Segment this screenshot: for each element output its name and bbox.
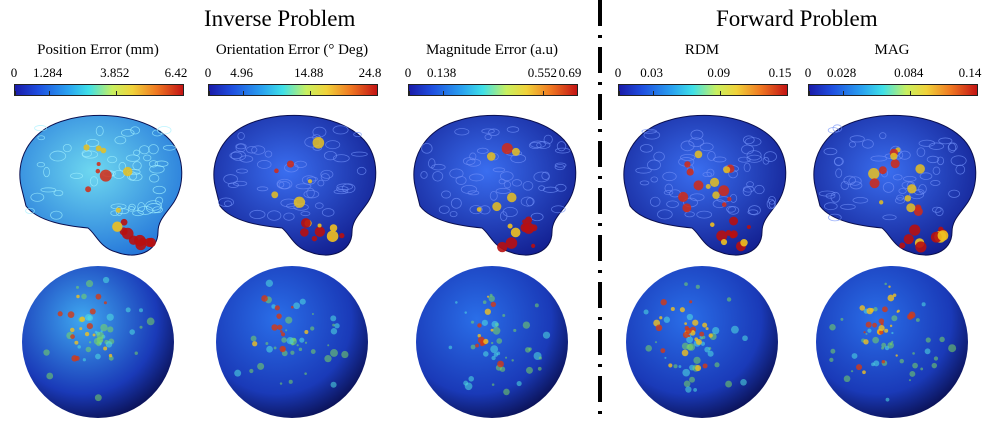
sphere-error-map (816, 266, 968, 418)
colorbar-tick-label: 6.42 (164, 65, 188, 80)
colorbar-tick-label: 0.552 (527, 65, 558, 80)
brain-surface (19, 114, 183, 256)
colorbar-tick-label: 0.69 (558, 65, 582, 80)
colorbar-tick-mark (442, 91, 444, 95)
colorbar-tick-mark (652, 91, 654, 95)
forward-problem-title: Forward Problem (716, 6, 878, 31)
colorbar-tick-label: 24.8 (358, 65, 382, 80)
colorbar-tick-label: 3.852 (100, 65, 130, 80)
panel-title: Orientation Error (° Deg) (215, 42, 369, 58)
panel-title: Position Error (mm) (37, 42, 159, 58)
colorbar-tick-label: 0 (404, 65, 412, 80)
colorbar-tick-mark (543, 91, 545, 95)
colorbar-tick-mark (209, 91, 210, 95)
colorbar (208, 84, 378, 96)
sphere-error-map (216, 266, 368, 418)
brain-surface (813, 114, 977, 256)
colorbar-tick-mark (619, 91, 620, 95)
colorbar-tick-mark (842, 91, 844, 95)
section-divider (598, 0, 602, 420)
colorbar-tick-label: 0 (614, 65, 622, 80)
colorbar-tick-label: 0 (10, 65, 18, 80)
colorbar-tick-mark (15, 91, 16, 95)
colorbar-tick-mark (809, 91, 810, 95)
colorbar-ticks: 0 1.284 3.852 6.42 (6, 65, 190, 83)
colorbar-tick-label: 0.138 (426, 65, 457, 80)
colorbar-tick-label: 0.14 (958, 65, 982, 80)
inverse-problem-title: Inverse Problem (204, 6, 356, 31)
brain-surface (413, 114, 577, 256)
colorbar-tick-label: 0.15 (768, 65, 792, 80)
panel-magnitude-error: Magnitude Error (a.u) 0 0.138 0.552 0.69 (400, 40, 584, 420)
brain-surface (213, 114, 377, 256)
colorbar-tick-label: 0.09 (707, 65, 731, 80)
colorbar-tick-label: 1.284 (32, 65, 63, 80)
panel-position-error: Position Error (mm) 0 1.284 3.852 6.42 (6, 40, 190, 420)
colorbar (14, 84, 184, 96)
colorbar-tick-mark (183, 91, 184, 95)
colorbar-tick-label: 4.96 (230, 65, 253, 80)
panel-rdm: RDM 0 0.03 0.09 0.15 (610, 40, 794, 420)
colorbar-tick-mark (377, 91, 378, 95)
colorbar-ticks: 0 4.96 14.88 24.8 (200, 65, 384, 83)
colorbar-tick-mark (48, 91, 50, 95)
sphere-error-map (416, 266, 568, 418)
colorbar (618, 84, 788, 96)
sphere-error-map (626, 266, 778, 418)
colorbar-tick-label: 0.084 (894, 65, 924, 80)
colorbar-tick-mark (977, 91, 978, 95)
colorbar-ticks: 0 0.028 0.084 0.14 (800, 65, 984, 83)
colorbar (808, 84, 978, 96)
brain-error-map (19, 114, 183, 256)
colorbar-tick-mark (242, 91, 244, 95)
colorbar-tick-mark (787, 91, 788, 95)
colorbar-tick-label: 14.88 (294, 65, 324, 80)
colorbar-tick-label: 0.03 (640, 65, 663, 80)
panel-title: RDM (684, 42, 720, 58)
brain-error-map (623, 114, 787, 256)
colorbar-tick-mark (309, 91, 311, 95)
brain-error-map (813, 114, 977, 256)
brain-surface (623, 114, 787, 256)
colorbar-tick-mark (577, 91, 578, 95)
colorbar-ticks: 0 0.03 0.09 0.15 (610, 65, 794, 83)
panel-orientation-error: Orientation Error (° Deg) 0 4.96 14.88 2… (200, 40, 384, 420)
colorbar-tick-mark (719, 91, 721, 95)
colorbar (408, 84, 578, 96)
colorbar-tick-mark (115, 91, 117, 95)
colorbar-tick-mark (909, 91, 911, 95)
colorbar-tick-label: 0 (204, 65, 212, 80)
sphere-error-map (22, 266, 174, 418)
panel-title: MAG (874, 42, 910, 58)
colorbar-ticks: 0 0.138 0.552 0.69 (400, 65, 584, 83)
panel-title: Magnitude Error (a.u) (425, 42, 559, 58)
colorbar-tick-label: 0.028 (826, 65, 857, 80)
colorbar-tick-label: 0 (804, 65, 812, 80)
brain-error-map (413, 114, 577, 256)
panel-mag: MAG 0 0.028 0.084 0.14 (800, 40, 984, 420)
brain-error-map (213, 114, 377, 256)
colorbar-tick-mark (409, 91, 410, 95)
